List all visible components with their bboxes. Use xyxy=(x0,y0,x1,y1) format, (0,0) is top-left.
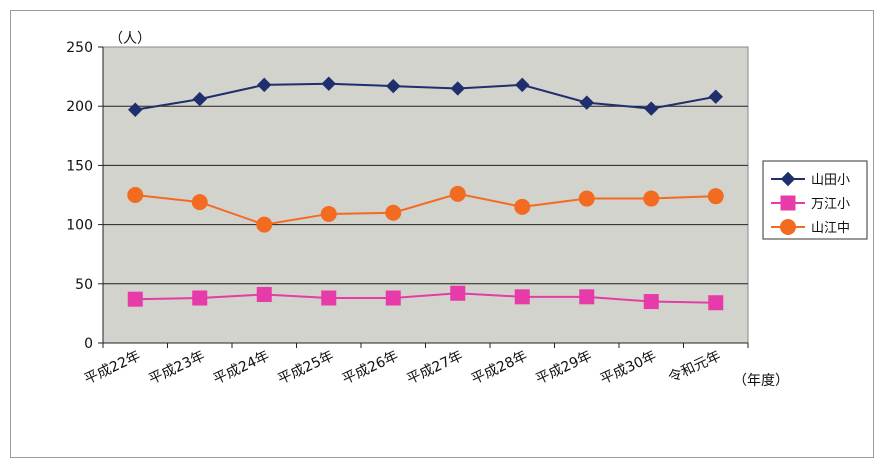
x-tick-label: 令和元年 xyxy=(666,348,724,386)
data-point xyxy=(643,294,659,310)
series-layer xyxy=(127,76,724,311)
gridlines xyxy=(103,105,748,285)
data-point xyxy=(515,77,530,93)
data-point xyxy=(644,101,659,116)
x-tick-label: 平成30年 xyxy=(598,348,659,388)
data-point xyxy=(192,290,208,306)
data-point xyxy=(643,190,660,207)
data-point xyxy=(450,81,465,96)
data-point xyxy=(385,204,402,221)
y-tick-label: 150 xyxy=(66,158,93,174)
data-point xyxy=(257,77,272,93)
series-2 xyxy=(127,285,724,311)
series-line xyxy=(135,192,716,226)
y-tick-label: 200 xyxy=(66,99,93,115)
legend-label: 山江中 xyxy=(811,221,850,236)
y-unit-label: （人） xyxy=(109,31,151,47)
y-tick-label: 100 xyxy=(66,218,93,234)
series-line xyxy=(135,82,716,111)
x-tick-label: 平成22年 xyxy=(82,348,143,388)
x-unit-label: （年度） xyxy=(733,373,789,389)
data-point xyxy=(191,194,208,211)
data-point xyxy=(127,187,144,203)
data-point xyxy=(128,102,143,117)
data-point xyxy=(450,285,466,301)
y-tick-label: 250 xyxy=(66,40,93,56)
series-1 xyxy=(128,76,723,117)
data-point xyxy=(321,76,336,91)
series-3 xyxy=(127,185,724,233)
x-tick-label: 平成25年 xyxy=(275,348,336,388)
data-point xyxy=(320,205,337,222)
legend-marker xyxy=(780,219,796,235)
data-point xyxy=(514,289,530,305)
data-point xyxy=(256,216,273,233)
x-tick-label: 平成26年 xyxy=(340,348,401,388)
data-point xyxy=(386,78,401,94)
x-tick-label: 平成29年 xyxy=(533,348,594,388)
x-tick-label: 平成28年 xyxy=(469,348,530,388)
data-point xyxy=(321,290,337,306)
data-point xyxy=(514,198,531,215)
data-point xyxy=(449,185,466,202)
data-point xyxy=(708,295,724,311)
legend-label: 山田小 xyxy=(811,173,850,188)
data-point xyxy=(127,291,143,307)
x-tick-label: 平成24年 xyxy=(211,348,272,388)
data-point xyxy=(579,95,594,110)
data-point xyxy=(707,188,724,205)
data-point xyxy=(256,286,272,302)
legend-label: 万江小 xyxy=(811,197,850,212)
series-line xyxy=(135,292,716,304)
y-tick-label: 50 xyxy=(75,277,93,293)
data-point xyxy=(579,289,595,305)
data-point xyxy=(192,91,207,107)
line-chart: 0 50 100 150 200 250 平成22年 平成23年 平成24年 平成25年 平成26年… xyxy=(66,31,868,389)
data-point xyxy=(708,89,723,104)
x-tick-label: 平成23年 xyxy=(146,348,207,388)
data-point xyxy=(385,290,401,306)
legend-marker xyxy=(780,171,796,187)
data-point xyxy=(578,190,595,207)
x-tick-label: 平成27年 xyxy=(404,348,465,388)
y-tick-label: 0 xyxy=(84,336,93,352)
legend-marker xyxy=(780,195,796,211)
chart-frame: 0 50 100 150 200 250 平成22年 平成23年 平成24年 平成25年 平成26年… xyxy=(10,10,874,458)
